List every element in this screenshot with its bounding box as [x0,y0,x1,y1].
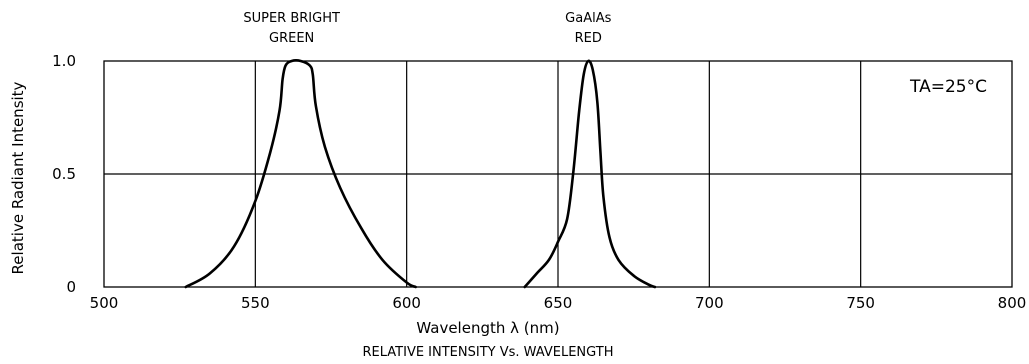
y-axis-label: Relative Radiant Intensity [9,81,27,274]
y-tick-label: 0 [66,278,76,296]
x-tick-label: 700 [695,294,724,312]
series-line-1 [523,59,657,289]
x-tick-label: 650 [544,294,573,312]
y-tick-label: 1.0 [52,52,76,70]
x-tick-label: 800 [998,294,1027,312]
peak-annotation-0-0: SUPER BRIGHT [243,11,340,26]
y-tick-labels: 0 0.5 1.0 [52,52,76,296]
peak-annotation-1-0: GaAlAs [565,11,611,26]
peak-annotation-0-1: GREEN [269,31,314,46]
x-tick-label: 550 [241,294,270,312]
x-tick-label: 600 [392,294,421,312]
peak-annotations: SUPER BRIGHT GREEN GaAlAs RED [243,11,611,46]
x-tick-label: 750 [846,294,875,312]
y-tick-label: 0.5 [52,165,76,183]
temperature-condition: TA=25°C [909,77,987,97]
chart-title: RELATIVE INTENSITY Vs. WAVELENGTH [363,345,614,360]
x-tick-label: 500 [90,294,119,312]
series-line-0 [184,59,417,289]
series-lines [184,59,657,289]
x-axis-label: Wavelength λ (nm) [416,319,559,337]
grid-lines [104,61,1012,287]
x-tick-labels: 500 550 600 650 700 750 800 [90,294,1027,312]
peak-annotation-1-1: RED [575,31,602,46]
